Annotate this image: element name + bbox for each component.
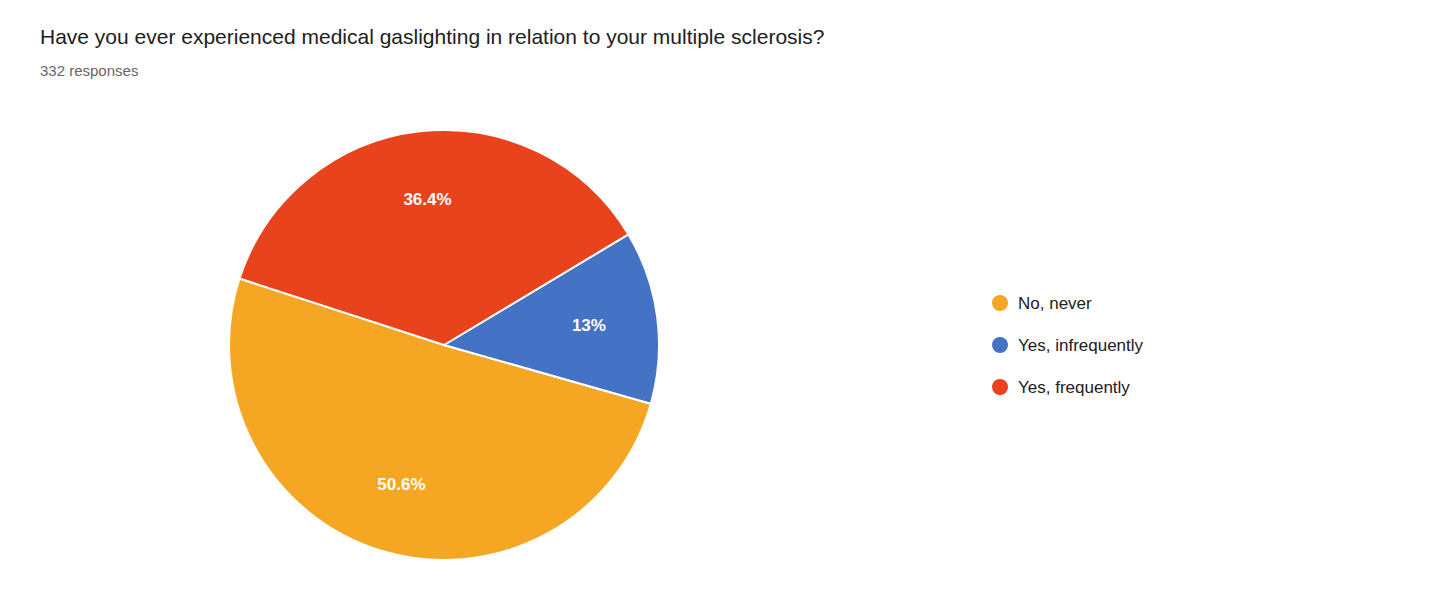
legend-swatch [992, 295, 1008, 311]
pie-slice [240, 130, 629, 345]
legend-swatch [992, 337, 1008, 353]
chart: Have you ever experienced medical gaslig… [0, 0, 1456, 613]
title: Have you ever experienced medical gaslig… [40, 25, 824, 48]
data-label: 13% [572, 316, 606, 335]
legend-swatch [992, 379, 1008, 395]
subtitle: 332 responses [40, 62, 138, 79]
legend-label: Yes, frequently [1018, 378, 1130, 397]
legend-label: Yes, infrequently [1018, 336, 1144, 355]
legend-label: No, never [1018, 294, 1092, 313]
data-label: 50.6% [377, 475, 425, 494]
data-label: 36.4% [403, 190, 451, 209]
legend: No, never Yes, infrequently Yes, frequentl… [992, 294, 1144, 397]
data-labels: 50.6% 13% 36.4% [377, 190, 606, 494]
slices [229, 130, 659, 560]
